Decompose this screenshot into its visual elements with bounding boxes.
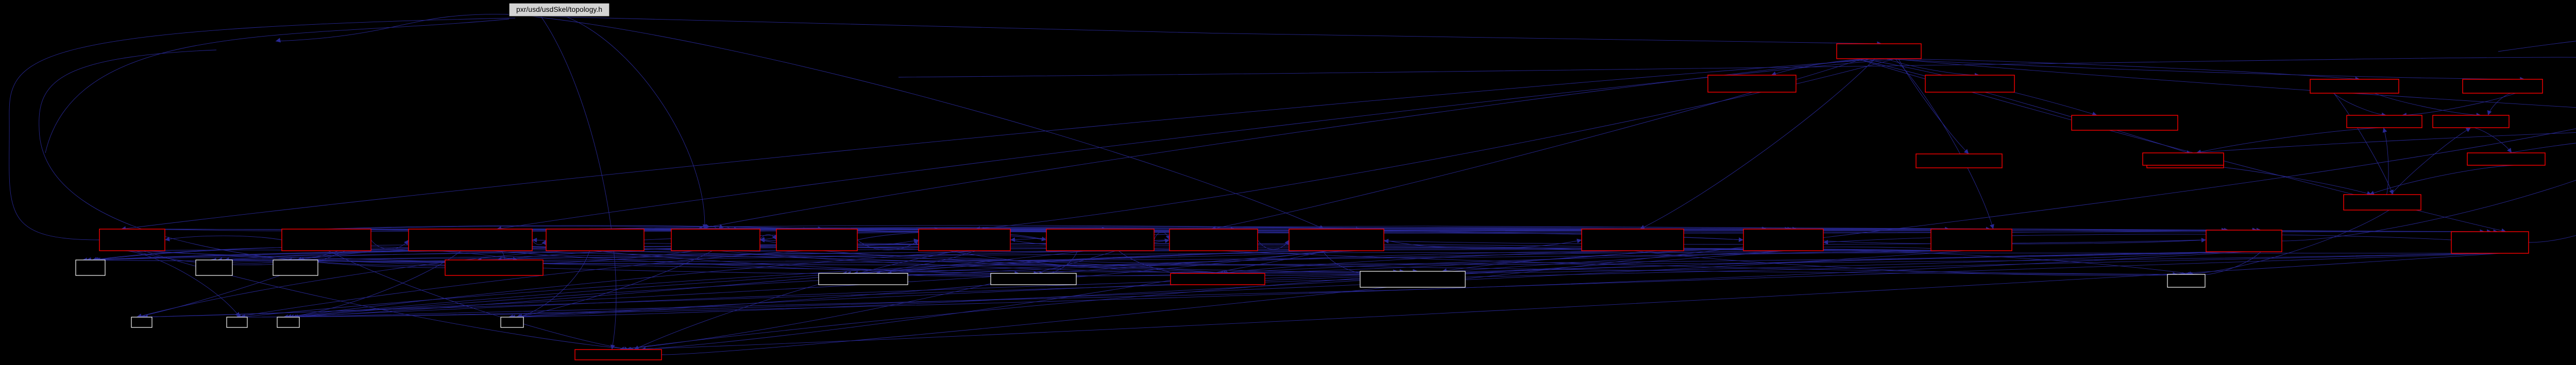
svg-text:pxr/usd/usdSkel/topology.h: pxr/usd/usdSkel/topology.h	[516, 5, 602, 13]
